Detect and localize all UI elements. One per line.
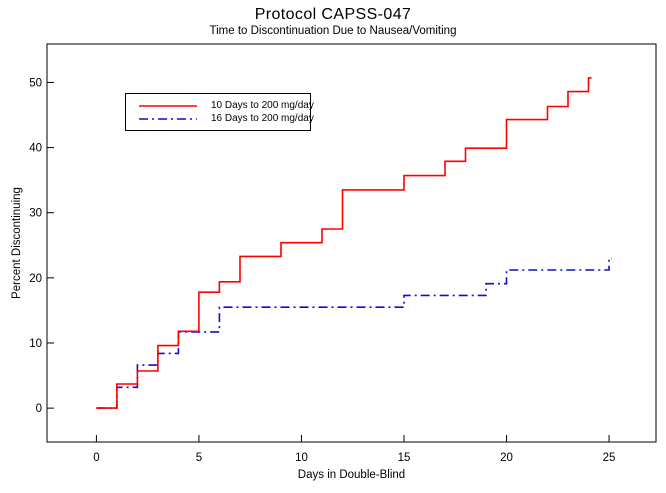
legend-label-10-days: 10 Days to 200 mg/day [211,100,314,111]
chart-subtitle: Time to Discontinuation Due to Nausea/Vo… [209,25,457,37]
legend-entry-16-days: 16 Days to 200 mg/day [126,112,314,125]
plot-frame [46,43,657,443]
x-tick-label: 25 [603,452,616,464]
y-axis-title: Percent Discontinuing [11,187,23,299]
series-line-10-days [96,77,592,409]
y-tick-label: 40 [29,143,42,155]
red-solid-line-sample [139,104,197,107]
legend-box: 10 Days to 200 mg/day 16 Days to 200 mg/… [125,93,314,131]
y-tick-label: 0 [36,403,42,415]
x-axis-title: Days in Double-Blind [297,469,406,481]
x-tick-label: 20 [500,452,513,464]
legend-entry-10-days: 10 Days to 200 mg/day [126,99,314,112]
series-line-16-days [96,257,612,409]
x-tick-label: 5 [196,452,202,464]
y-tick-label: 30 [29,208,42,220]
x-tick-label: 0 [93,452,99,464]
y-tick-label: 50 [29,77,42,89]
legend-label-16-days: 16 Days to 200 mg/day [211,113,314,124]
y-tick-label: 20 [29,273,42,285]
chart-title: Protocol CAPSS-047 [254,6,412,23]
x-tick-label: 15 [398,452,411,464]
y-tick-label: 10 [29,338,42,350]
blue-dash-dot-line-sample [139,117,197,120]
x-tick-label: 10 [295,452,308,464]
